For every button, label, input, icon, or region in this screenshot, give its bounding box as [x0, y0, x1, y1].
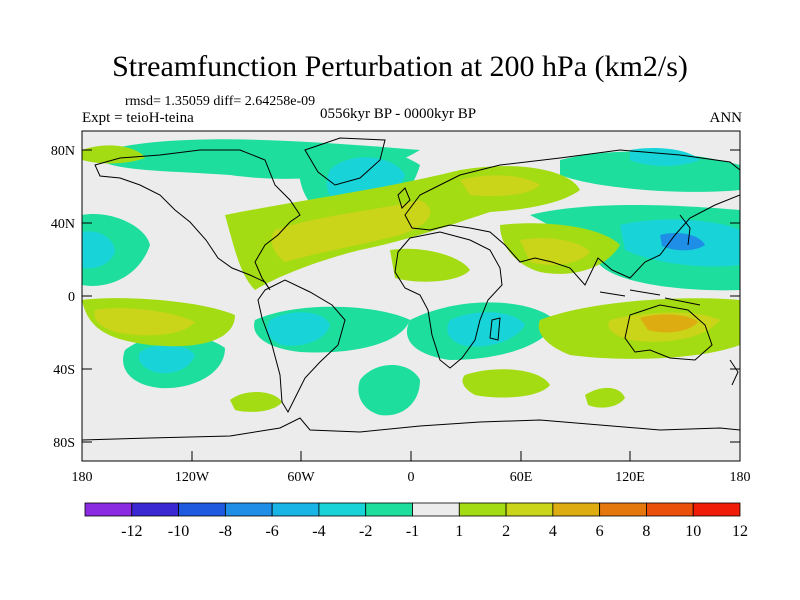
contour-core-neg	[660, 233, 705, 251]
lat-label: 0	[68, 290, 75, 305]
colorbar-swatch	[552, 502, 601, 517]
colorbar	[84, 502, 741, 517]
coastline-japan	[679, 214, 691, 246]
lat-label: 40N	[51, 217, 75, 232]
lon-label: 60E	[510, 470, 533, 485]
contour-band-neg	[358, 365, 420, 416]
season-label: ANN	[709, 110, 743, 126]
lon-label: 0	[408, 470, 415, 485]
contour-band-pos	[82, 145, 145, 164]
latitude-axis	[82, 149, 740, 443]
contour-fill-layer	[82, 139, 740, 416]
colorbar-swatch	[646, 502, 694, 517]
coastline-africa	[394, 231, 503, 369]
contour-core-neg	[82, 231, 115, 269]
coastline-greenland	[304, 137, 386, 186]
latitude-labels: 80N 40N 0 40S 80S	[51, 144, 75, 451]
contour-band-pos	[230, 391, 282, 412]
colorbar-swatch	[224, 502, 273, 517]
lat-label: 40S	[53, 363, 75, 378]
colorbar-swatch	[412, 502, 460, 517]
contour-core-pos	[94, 308, 195, 336]
coastline-australia	[624, 304, 713, 361]
longitude-axis	[81, 451, 741, 461]
contour-core-pos	[640, 314, 698, 333]
time-period-label: 0556kyr BP - 0000kyr BP	[320, 106, 477, 122]
contour-core-pos	[271, 200, 431, 262]
colorbar-label: -1	[406, 523, 419, 540]
colorbar-label: 8	[642, 523, 650, 540]
coastline-british-isles	[397, 187, 411, 209]
coastline-antarctica	[82, 417, 740, 441]
lon-label: 180	[730, 470, 751, 485]
contour-band-pos	[585, 387, 625, 408]
colorbar-label: -12	[121, 523, 142, 540]
map-panel	[82, 131, 740, 461]
coastlines	[82, 137, 740, 441]
contour-band-neg	[82, 214, 150, 286]
coastline-eurasia	[404, 149, 740, 286]
colorbar-label: 12	[732, 523, 748, 540]
colorbar-swatch	[318, 502, 367, 517]
lat-label: 80S	[53, 436, 75, 451]
rmsd-diff-stats: rmsd= 1.35059 diff= 2.64258e-09	[125, 94, 316, 109]
colorbar-label: 4	[549, 523, 557, 540]
coastline-madagascar	[489, 317, 501, 341]
colorbar-swatch	[599, 502, 647, 517]
lon-label: 60W	[287, 470, 315, 485]
contour-core-neg	[447, 312, 525, 347]
colorbar-label: -4	[312, 523, 325, 540]
lat-label: 80N	[51, 144, 75, 159]
experiment-label: Expt = teioH-teina	[82, 110, 194, 126]
colorbar-label: -8	[219, 523, 232, 540]
coastline-indonesia	[599, 289, 701, 306]
colorbar-labels: -12 -10 -8 -6 -4 -2 -1 1 2 4 6 8 10 12	[121, 523, 748, 540]
contour-core-pos	[460, 175, 540, 197]
contour-core-neg	[138, 344, 195, 374]
colorbar-swatch	[458, 502, 507, 517]
contour-band-pos	[462, 369, 550, 398]
coastline-north-america	[94, 149, 301, 291]
lon-label: 180	[72, 470, 93, 485]
colorbar-label: 1	[455, 523, 463, 540]
lon-label: 120W	[175, 470, 210, 485]
colorbar-swatch	[84, 502, 133, 517]
colorbar-swatch	[178, 502, 226, 517]
map-title: Streamfunction Perturbation at 200 hPa (…	[112, 50, 688, 83]
colorbar-label: -6	[265, 523, 278, 540]
lon-label: 120E	[615, 470, 645, 485]
colorbar-label: -2	[359, 523, 372, 540]
colorbar-label: -10	[168, 523, 189, 540]
contour-core-neg	[267, 312, 330, 346]
colorbar-label: 10	[685, 523, 701, 540]
colorbar-label: 2	[502, 523, 510, 540]
colorbar-swatch	[505, 502, 554, 517]
colorbar-swatch	[692, 502, 741, 517]
colorbar-label: 6	[596, 523, 604, 540]
colorbar-swatch	[271, 502, 320, 517]
contour-band-pos	[390, 248, 470, 282]
coastline-new-zealand	[729, 359, 739, 386]
colorbar-swatch	[365, 502, 413, 517]
colorbar-swatch	[131, 502, 179, 517]
longitude-labels: 180 120W 60W 0 60E 120E 180	[72, 470, 751, 485]
coastline-south-america	[257, 279, 346, 414]
